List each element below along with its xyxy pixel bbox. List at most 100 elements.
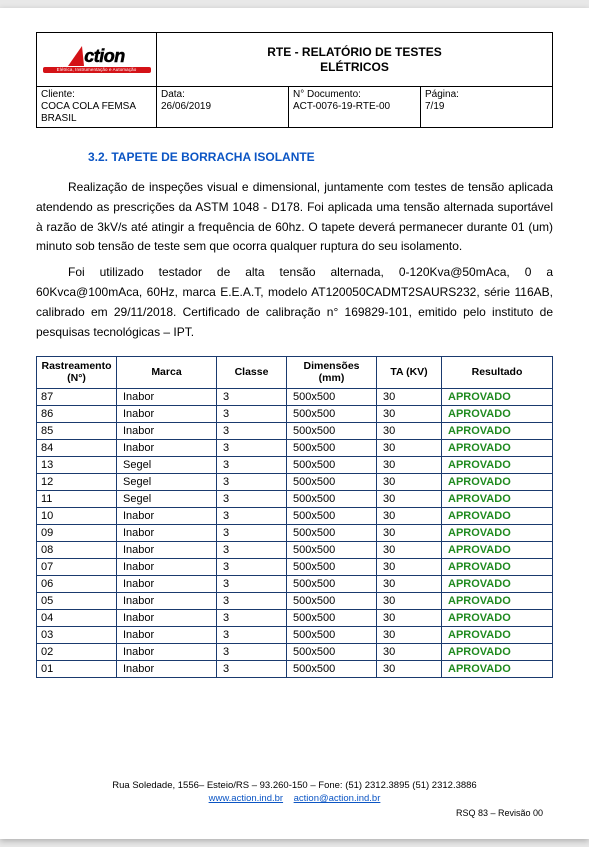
cell-rastreamento: 85 (37, 422, 117, 439)
cell-marca: Inabor (117, 507, 217, 524)
cell-resultado: APROVADO (442, 626, 553, 643)
cell-classe: 3 (217, 439, 287, 456)
cell-resultado: APROVADO (442, 388, 553, 405)
table-row: 87Inabor3500x50030APROVADO (37, 388, 553, 405)
cell-resultado: APROVADO (442, 558, 553, 575)
report-title-line2: ELÉTRICOS (161, 60, 548, 74)
documento-cell: N° Documento: ACT-0076-19-RTE-00 (289, 87, 421, 128)
table-row: 08Inabor3500x50030APROVADO (37, 541, 553, 558)
cell-rastreamento: 08 (37, 541, 117, 558)
cell-ta: 30 (377, 524, 442, 541)
cell-marca: Inabor (117, 422, 217, 439)
data-cell: Data: 26/06/2019 (157, 87, 289, 128)
cell-dimensoes: 500x500 (287, 558, 377, 575)
table-row: 10Inabor3500x50030APROVADO (37, 507, 553, 524)
paragraph-1: Realização de inspeções visual e dimensi… (36, 178, 553, 257)
cell-rastreamento: 86 (37, 405, 117, 422)
cell-dimensoes: 500x500 (287, 507, 377, 524)
cell-marca: Inabor (117, 626, 217, 643)
cell-dimensoes: 500x500 (287, 643, 377, 660)
page-footer: Rua Soledade, 1556– Esteio/RS – 93.260-1… (0, 780, 589, 819)
table-row: 09Inabor3500x50030APROVADO (37, 524, 553, 541)
cell-ta: 30 (377, 422, 442, 439)
results-table: Rastreamento (N°) Marca Classe Dimensões… (36, 356, 553, 677)
section-title: 3.2. TAPETE DE BORRACHA ISOLANTE (88, 150, 553, 164)
cliente-value: COCA COLA FEMSA BRASIL (41, 101, 152, 125)
documento-label: N° Documento: (293, 89, 416, 101)
cell-ta: 30 (377, 507, 442, 524)
cell-marca: Inabor (117, 558, 217, 575)
cell-rastreamento: 04 (37, 609, 117, 626)
col-rastreamento: Rastreamento (N°) (37, 357, 117, 388)
cell-resultado: APROVADO (442, 507, 553, 524)
cliente-cell: Cliente: COCA COLA FEMSA BRASIL (37, 87, 157, 128)
cell-dimensoes: 500x500 (287, 541, 377, 558)
table-row: 13Segel3500x50030APROVADO (37, 456, 553, 473)
footer-address: Rua Soledade, 1556– Esteio/RS – 93.260-1… (0, 780, 589, 793)
cell-ta: 30 (377, 643, 442, 660)
cell-dimensoes: 500x500 (287, 490, 377, 507)
cell-marca: Inabor (117, 592, 217, 609)
cell-marca: Segel (117, 473, 217, 490)
cell-dimensoes: 500x500 (287, 388, 377, 405)
cell-marca: Inabor (117, 405, 217, 422)
cell-classe: 3 (217, 609, 287, 626)
cell-ta: 30 (377, 592, 442, 609)
cell-rastreamento: 05 (37, 592, 117, 609)
cell-ta: 30 (377, 626, 442, 643)
cell-ta: 30 (377, 660, 442, 677)
documento-value: ACT-0076-19-RTE-00 (293, 101, 416, 113)
footer-link-site[interactable]: www.action.ind.br (209, 793, 283, 804)
cell-rastreamento: 07 (37, 558, 117, 575)
cell-rastreamento: 03 (37, 626, 117, 643)
footer-revision: RSQ 83 – Revisão 00 (0, 807, 589, 819)
cell-classe: 3 (217, 524, 287, 541)
table-header-row: Rastreamento (N°) Marca Classe Dimensões… (37, 357, 553, 388)
cell-resultado: APROVADO (442, 524, 553, 541)
col-classe: Classe (217, 357, 287, 388)
logo-tagline: Elétrica, Instrumentação e Automação (43, 67, 151, 72)
cell-dimensoes: 500x500 (287, 575, 377, 592)
cell-ta: 30 (377, 490, 442, 507)
logo-a-icon (68, 46, 84, 66)
col-resultado: Resultado (442, 357, 553, 388)
cell-marca: Segel (117, 490, 217, 507)
col-ta: TA (KV) (377, 357, 442, 388)
cell-rastreamento: 02 (37, 643, 117, 660)
cell-rastreamento: 87 (37, 388, 117, 405)
table-row: 11Segel3500x50030APROVADO (37, 490, 553, 507)
cell-marca: Inabor (117, 541, 217, 558)
cell-dimensoes: 500x500 (287, 422, 377, 439)
cell-marca: Inabor (117, 643, 217, 660)
cell-dimensoes: 500x500 (287, 592, 377, 609)
cell-resultado: APROVADO (442, 609, 553, 626)
cell-dimensoes: 500x500 (287, 473, 377, 490)
cell-classe: 3 (217, 592, 287, 609)
company-logo: ction Elétrica, Instrumentação e Automaç… (43, 46, 151, 72)
cell-ta: 30 (377, 541, 442, 558)
cell-rastreamento: 06 (37, 575, 117, 592)
cell-classe: 3 (217, 388, 287, 405)
cell-ta: 30 (377, 405, 442, 422)
cell-marca: Segel (117, 456, 217, 473)
cell-dimensoes: 500x500 (287, 439, 377, 456)
cell-ta: 30 (377, 473, 442, 490)
table-row: 04Inabor3500x50030APROVADO (37, 609, 553, 626)
paragraph-2: Foi utilizado testador de alta tensão al… (36, 263, 553, 342)
cell-rastreamento: 13 (37, 456, 117, 473)
cell-resultado: APROVADO (442, 473, 553, 490)
table-row: 85Inabor3500x50030APROVADO (37, 422, 553, 439)
cell-classe: 3 (217, 456, 287, 473)
data-value: 26/06/2019 (161, 101, 284, 113)
table-row: 03Inabor3500x50030APROVADO (37, 626, 553, 643)
table-row: 01Inabor3500x50030APROVADO (37, 660, 553, 677)
cell-dimensoes: 500x500 (287, 626, 377, 643)
logo-brand-text: ction (84, 48, 125, 64)
cell-ta: 30 (377, 388, 442, 405)
cell-classe: 3 (217, 626, 287, 643)
data-label: Data: (161, 89, 284, 101)
cell-classe: 3 (217, 405, 287, 422)
footer-link-email[interactable]: action@action.ind.br (294, 793, 381, 804)
cell-ta: 30 (377, 609, 442, 626)
cell-classe: 3 (217, 575, 287, 592)
